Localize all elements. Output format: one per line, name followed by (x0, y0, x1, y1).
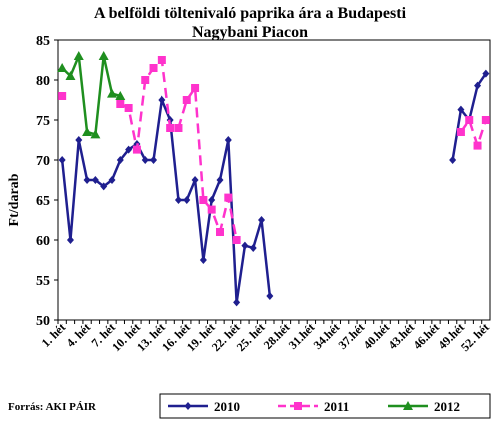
point (249, 244, 257, 252)
point (141, 156, 149, 164)
point (83, 176, 91, 184)
point (65, 71, 76, 80)
y-tick-label: 60 (36, 234, 50, 249)
point (98, 51, 109, 60)
point (108, 176, 116, 184)
y-tick-label: 55 (36, 274, 50, 289)
point (258, 216, 266, 224)
legend-label: 2010 (214, 399, 240, 414)
point (132, 145, 141, 154)
point (481, 116, 490, 124)
point (66, 236, 74, 244)
point (115, 91, 126, 100)
point (116, 100, 125, 108)
point (224, 136, 232, 144)
point (141, 76, 150, 84)
point (457, 105, 465, 114)
series-line (61, 55, 121, 137)
point (150, 156, 158, 164)
point (232, 236, 241, 244)
point (158, 96, 166, 104)
point (157, 56, 166, 64)
point (107, 88, 117, 98)
point (116, 156, 124, 164)
y-axis-label: Ft/darab (7, 173, 22, 226)
point (191, 84, 200, 92)
chart-title: A belföldi töltenivaló paprika ára a Bud… (94, 5, 407, 41)
point (208, 196, 216, 204)
point (449, 156, 457, 164)
point (465, 116, 474, 124)
point (474, 81, 482, 90)
point (174, 196, 182, 204)
legend-label: 2011 (324, 399, 349, 414)
legend-marker (294, 402, 302, 410)
point (149, 64, 158, 72)
point (91, 176, 99, 184)
y-tick-label: 50 (36, 314, 50, 329)
point (82, 127, 93, 136)
point (241, 241, 249, 250)
legend-marker (184, 402, 192, 410)
y-tick-label: 80 (36, 74, 50, 89)
y-tick-label: 70 (36, 154, 50, 169)
point (100, 182, 108, 191)
point (124, 104, 133, 112)
legend-marker (403, 401, 413, 410)
point (174, 124, 183, 132)
point (73, 51, 84, 60)
legend-box (159, 393, 491, 419)
point (482, 69, 490, 78)
y-tick-label: 75 (36, 114, 50, 129)
point (456, 128, 465, 136)
point (58, 156, 66, 164)
point (58, 92, 67, 100)
point (207, 205, 216, 214)
y-tick-label: 65 (36, 194, 50, 209)
point (216, 228, 224, 236)
source: Forrás: AKI PÁIR (8, 401, 97, 413)
point (182, 96, 191, 104)
point (75, 136, 83, 144)
point (166, 124, 175, 132)
point (183, 196, 191, 204)
point (224, 193, 233, 202)
point (90, 129, 101, 139)
point (191, 176, 199, 184)
point (266, 292, 274, 300)
y-tick-label: 85 (36, 34, 50, 49)
point (57, 63, 68, 72)
point (199, 256, 207, 264)
point (216, 176, 224, 184)
point (199, 196, 208, 204)
legend-label: 2012 (434, 399, 460, 414)
point (125, 145, 133, 154)
point (473, 141, 482, 150)
point (233, 298, 241, 307)
